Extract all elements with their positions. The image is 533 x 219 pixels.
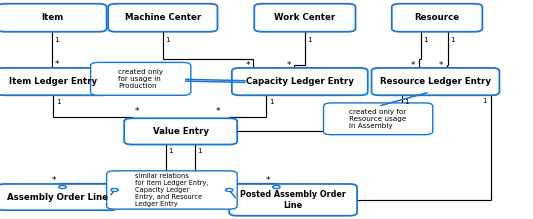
FancyBboxPatch shape bbox=[0, 68, 110, 95]
Text: Resource: Resource bbox=[415, 13, 459, 22]
FancyBboxPatch shape bbox=[392, 4, 482, 32]
FancyBboxPatch shape bbox=[108, 4, 217, 32]
Text: created only
for usage in
Production: created only for usage in Production bbox=[118, 69, 163, 89]
Text: Capacity Ledger Entry: Capacity Ledger Entry bbox=[246, 77, 354, 86]
FancyBboxPatch shape bbox=[107, 171, 237, 209]
Text: 1: 1 bbox=[308, 37, 312, 43]
Text: Item Ledger Entry: Item Ledger Entry bbox=[9, 77, 97, 86]
Text: *: * bbox=[439, 61, 443, 70]
Text: *: * bbox=[246, 61, 250, 70]
FancyBboxPatch shape bbox=[229, 184, 357, 216]
FancyBboxPatch shape bbox=[232, 68, 368, 95]
Text: Item: Item bbox=[41, 13, 63, 22]
Text: 1: 1 bbox=[168, 148, 173, 154]
Text: 1: 1 bbox=[54, 37, 59, 43]
Text: 1: 1 bbox=[197, 148, 202, 154]
Text: *: * bbox=[265, 177, 270, 185]
Text: Assembly Order Line: Assembly Order Line bbox=[7, 193, 108, 202]
Text: 1: 1 bbox=[482, 98, 487, 104]
Text: *: * bbox=[216, 107, 220, 116]
Text: Work Center: Work Center bbox=[274, 13, 335, 22]
FancyBboxPatch shape bbox=[372, 68, 499, 95]
Text: Value Entry: Value Entry bbox=[152, 127, 209, 136]
Text: *: * bbox=[52, 177, 56, 185]
Text: similar relations
for item Ledger Entry,
Capacity Ledger
Entry, and Resource
Led: similar relations for item Ledger Entry,… bbox=[135, 173, 208, 207]
Text: 1: 1 bbox=[269, 99, 273, 105]
FancyBboxPatch shape bbox=[124, 118, 237, 145]
Text: Resource Ledger Entry: Resource Ledger Entry bbox=[380, 77, 491, 86]
Text: 1: 1 bbox=[165, 37, 170, 43]
Text: 1: 1 bbox=[450, 37, 455, 43]
FancyBboxPatch shape bbox=[0, 4, 107, 32]
Text: Posted Assembly Order
Line: Posted Assembly Order Line bbox=[240, 190, 346, 210]
Text: 1: 1 bbox=[56, 99, 60, 105]
Text: *: * bbox=[411, 61, 416, 70]
Text: *: * bbox=[286, 61, 291, 70]
FancyBboxPatch shape bbox=[91, 62, 191, 95]
Text: created only for
Resource usage
in Assembly: created only for Resource usage in Assem… bbox=[350, 109, 407, 129]
Text: 1: 1 bbox=[423, 37, 427, 43]
Text: *: * bbox=[54, 60, 59, 69]
FancyBboxPatch shape bbox=[254, 4, 356, 32]
Text: 1: 1 bbox=[404, 99, 409, 105]
Text: *: * bbox=[135, 107, 139, 116]
Text: Machine Center: Machine Center bbox=[125, 13, 201, 22]
FancyBboxPatch shape bbox=[324, 103, 433, 135]
FancyBboxPatch shape bbox=[0, 184, 117, 210]
